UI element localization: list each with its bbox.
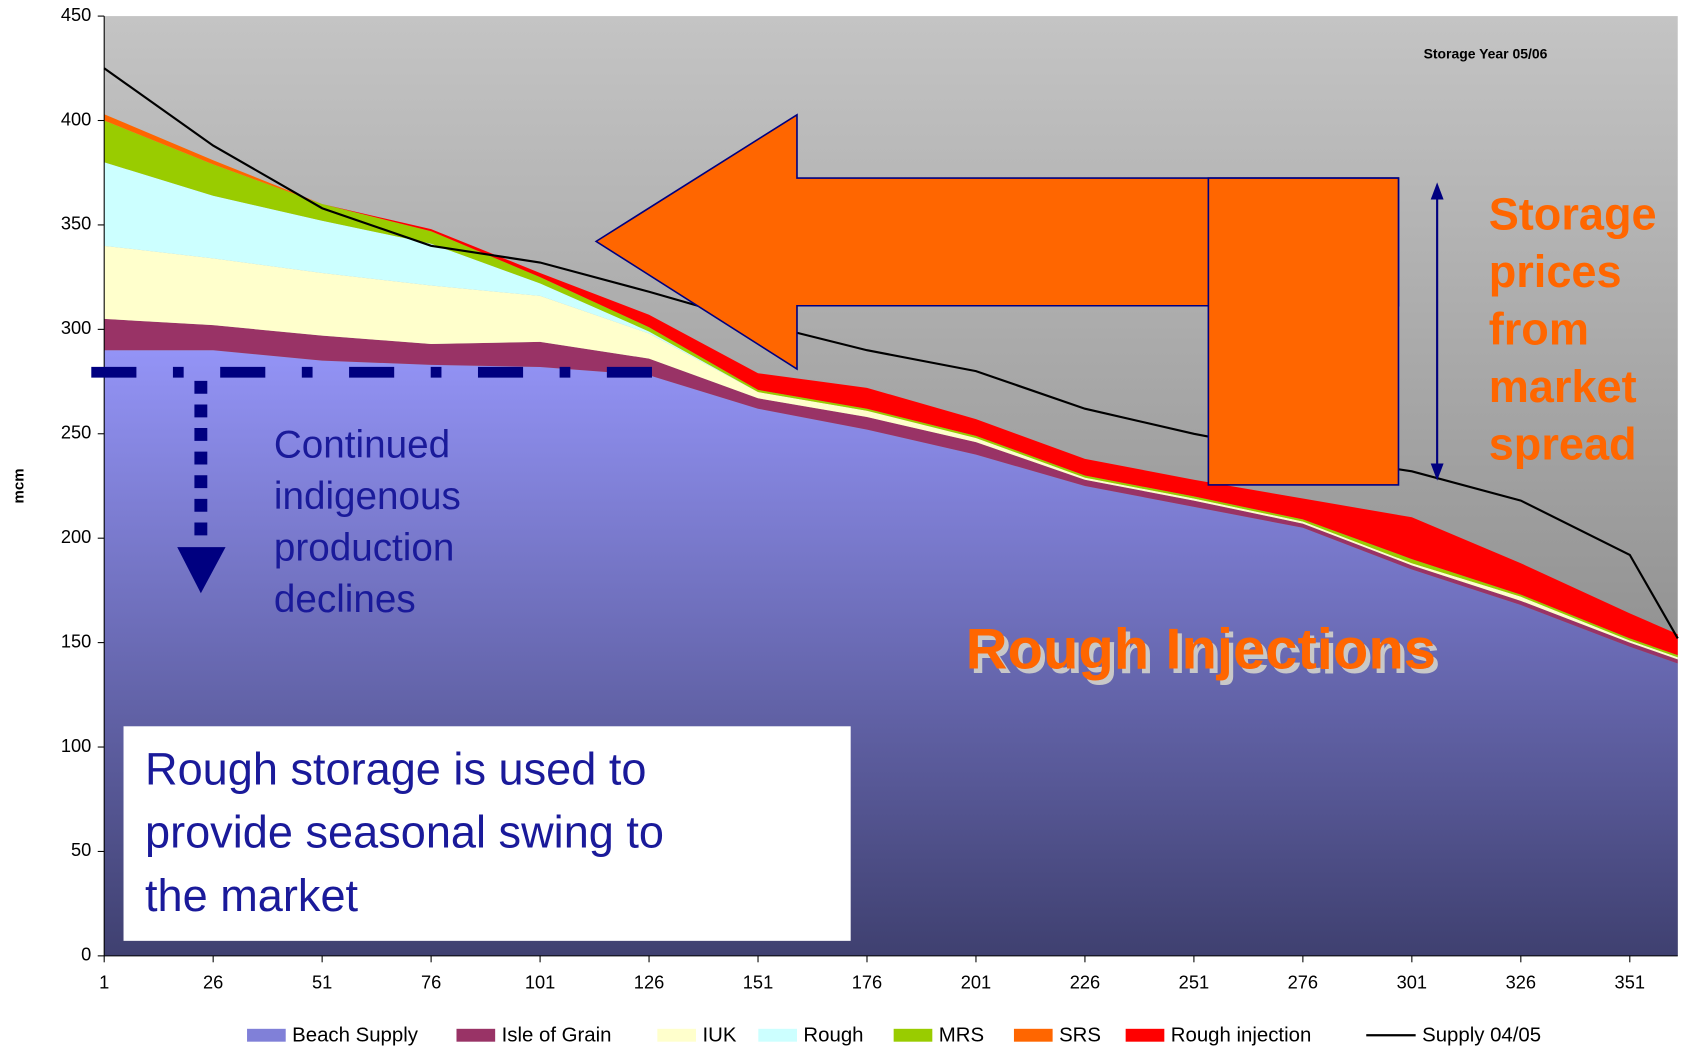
x-tick-label: 101 [525,972,555,993]
legend-swatch [758,1028,797,1042]
annotation: provide seasonal swing to [145,807,664,858]
subtitle: Storage Year 05/06 [1424,45,1548,61]
y-tick-label: 200 [61,526,91,547]
annotation: indigenous [274,475,461,518]
x-tick-label: 351 [1615,972,1645,993]
x-tick-label: 251 [1179,972,1209,993]
area [104,245,1678,660]
y-tick-label: 150 [61,630,91,651]
x-tick-label: 226 [1070,972,1100,993]
annotation: Rough Injections [966,618,1436,682]
note-box [123,726,851,941]
annotation: Continued [274,424,450,467]
legend-swatch [657,1028,697,1042]
x-tick-label: 326 [1506,972,1536,993]
area [104,162,1678,658]
annotation: Storage [1489,189,1657,240]
legend-label: Rough [803,1025,863,1046]
legend-swatch [456,1028,496,1042]
y-tick-label: 450 [61,4,91,25]
legend-swatch [1125,1028,1165,1042]
annotation: the market [145,870,359,921]
y-axis-label: mcm [10,468,27,503]
legend-label: IUK [702,1025,736,1046]
x-tick-label: 51 [312,972,332,993]
annotation: production [274,527,454,570]
legend-swatch [893,1028,933,1042]
annotation-shadow: Rough Injections [970,622,1440,686]
x-tick-label: 301 [1397,972,1427,993]
arrow-head [177,547,226,594]
x-tick-label: 151 [743,972,773,993]
x-tick-label: 126 [634,972,664,993]
annotation: declines [274,578,416,621]
annotation: spread [1489,418,1637,469]
y-tick-label: 100 [61,735,91,756]
area [104,318,1678,664]
x-tick-label: 201 [961,972,991,993]
y-tick-label: 250 [61,422,91,443]
legend-label: Rough injection [1171,1025,1312,1046]
y-tick-label: 0 [81,944,91,965]
annotation: market [1489,361,1637,412]
y-tick-label: 300 [61,317,91,338]
arrow-block [1207,177,1400,486]
legend-swatch [1013,1028,1053,1042]
annotation: Rough storage is used to [145,743,646,794]
annotation: prices [1489,246,1622,297]
x-tick-label: 1 [99,972,109,993]
x-tick-label: 176 [852,972,882,993]
legend-label: SRS [1059,1025,1101,1046]
x-tick-label: 26 [203,972,223,993]
arrow-head [1430,182,1444,200]
legend-label: Isle of Grain [502,1025,612,1046]
y-tick-label: 400 [61,108,91,129]
legend-swatch [247,1028,286,1042]
legend-label: MRS [939,1025,984,1046]
annotation: from [1489,303,1589,354]
arrow-head [1430,463,1444,481]
x-tick-label: 276 [1288,972,1318,993]
y-tick-label: 350 [61,213,91,234]
legend-label: Supply 04/05 [1422,1025,1541,1046]
legend-label: Beach Supply [292,1025,419,1046]
y-tick-label: 50 [71,839,91,860]
line [103,67,1679,639]
overlay: Storage Year 05/06 mcm Beach Supply Isle … [10,45,1656,1046]
x-tick-label: 76 [421,972,441,993]
